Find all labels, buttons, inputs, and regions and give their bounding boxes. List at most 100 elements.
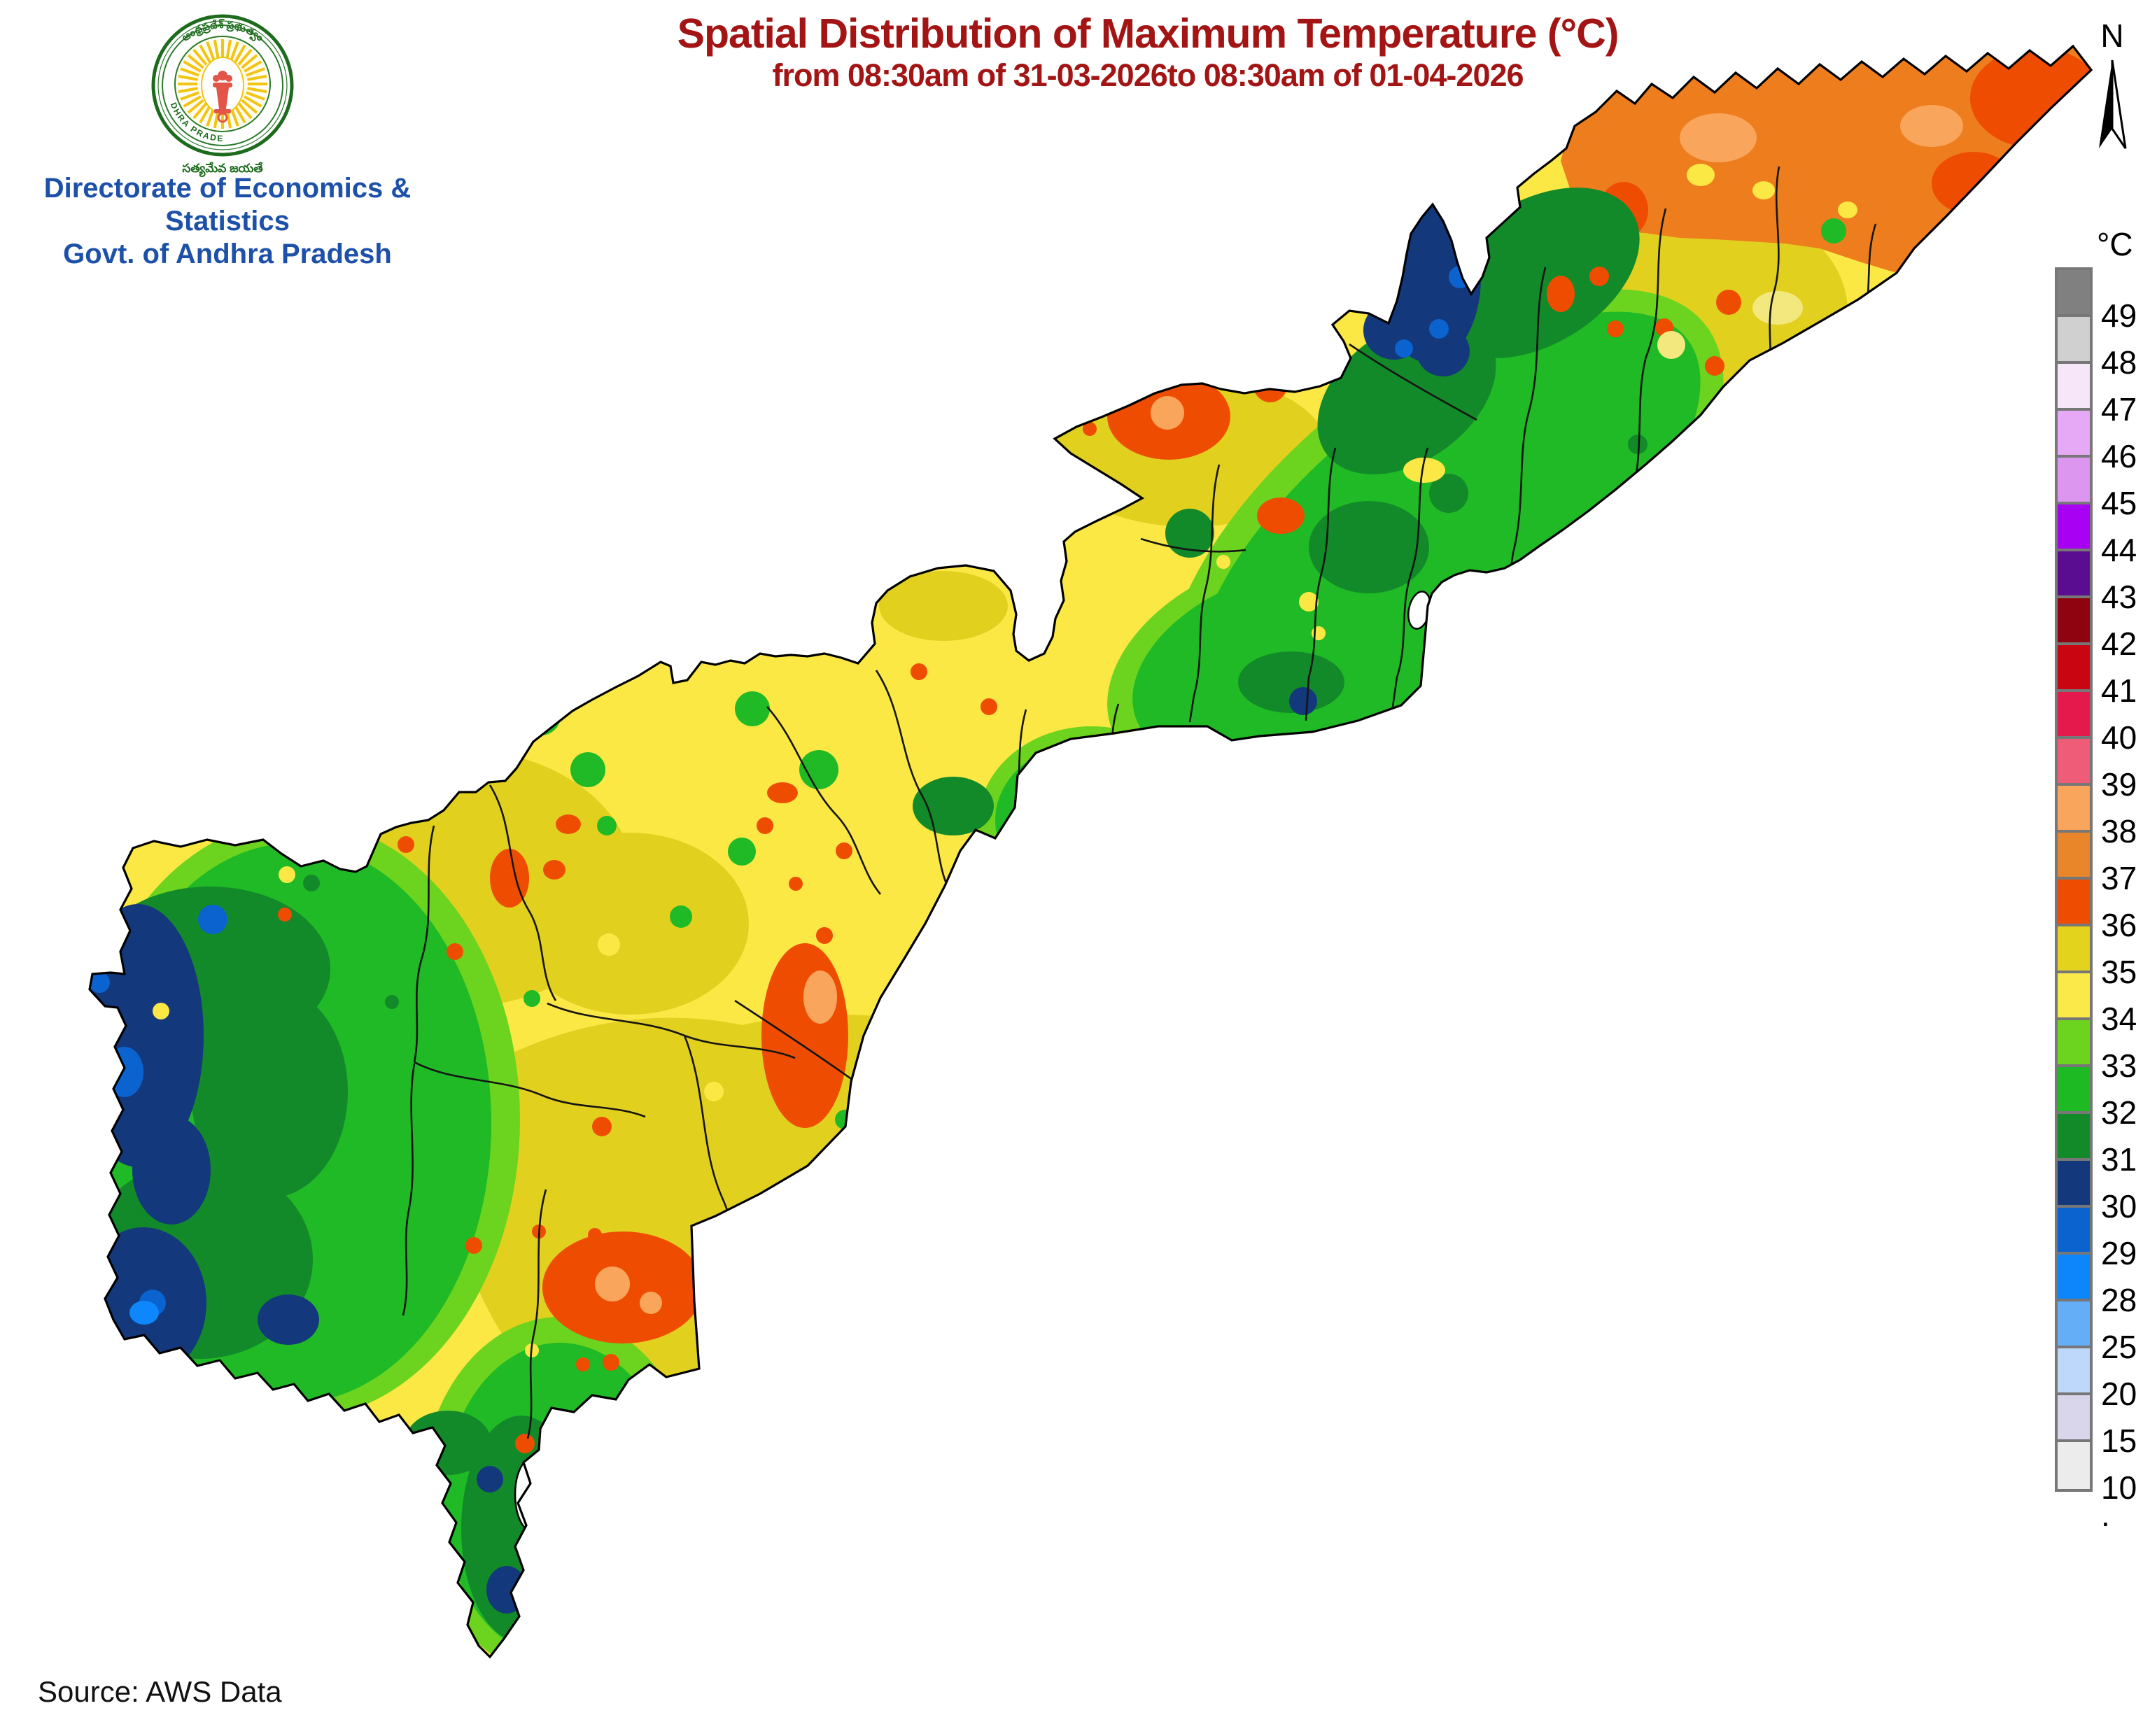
legend-label: 39 [2101,766,2137,803]
legend-swatch [2055,971,2093,1023]
organization-block: Directorate of Economics & Statistics Go… [0,172,455,271]
legend-swatch [2055,1392,2093,1445]
legend-item: 47 [2055,361,2137,428]
legend-label: 30 [2101,1188,2137,1225]
legend-item: 20 [2055,1346,2137,1412]
legend-label: 41 [2101,672,2137,709]
legend-item: 37 [2055,830,2137,896]
legend-unit: °C [2097,226,2133,262]
legend-label: 32 [2101,1094,2137,1131]
legend-swatch [2055,595,2093,648]
legend-label: 33 [2101,1047,2137,1084]
logo-motto: సత్యమేవ జయతే [182,162,262,177]
legend-item: 38 [2055,783,2137,849]
legend-items: 49 48 47 46 45 44 43 42 41 40 39 38 37 36 35 34 33 32 31 30… [2055,267,2137,1506]
legend-label: 28 [2101,1282,2137,1318]
legend-item: 15 [2055,1392,2137,1459]
legend-item: 32 [2055,1064,2137,1131]
legend-item: 46 [2055,408,2137,474]
legend-swatch [2055,1158,2093,1211]
hotspot-cores-38 [595,396,1184,1314]
legend-label: 43 [2101,579,2137,615]
legend-item: 40 [2055,689,2137,756]
legend-swatch [2055,689,2093,742]
legend-item: 35 [2055,924,2137,990]
legend-swatch [2055,783,2093,835]
legend-label: 47 [2101,391,2137,428]
zone-32-33 [97,218,1846,1657]
sunburst-rays [178,39,267,129]
legend-label: 15 [2101,1423,2137,1459]
legend-item: 41 [2055,642,2137,709]
legend-swatch [2055,314,2093,367]
legend-swatch [2055,1299,2093,1351]
legend-item: 42 [2055,595,2137,662]
legend-label: 46 [2101,438,2137,474]
source-note: Source: AWS Data [38,1675,282,1708]
legend-item: 10 [2055,1439,2137,1506]
legend-label: 31 [2101,1141,2137,1178]
legend-label: 49 [2101,297,2137,334]
legend-item: 49 [2055,267,2137,334]
legend-label: 34 [2101,1001,2137,1037]
page-title: Spatial Distribution of Maximum Temperat… [677,10,1619,57]
legend-swatch [2055,361,2093,414]
temperature-legend: °C 49 48 47 46 45 44 43 42 41 40 39 38 37 36 35 34 33 32 3… [2055,225,2137,1534]
legend-swatch [2055,1205,2093,1257]
legend-label: 35 [2101,954,2137,990]
legend-item: 29 [2055,1205,2137,1271]
legend-label: 44 [2101,532,2137,568]
lion-capital-icon [213,71,232,123]
legend-item: 43 [2055,549,2137,615]
north-arrow-icon [2099,59,2127,149]
legend-item: 48 [2055,314,2137,381]
legend-item: 39 [2055,736,2137,803]
legend-item: 25 [2055,1299,2137,1365]
legend-swatch [2055,736,2093,789]
legend-swatch [2055,502,2093,554]
legend-swatch [2055,830,2093,882]
legend-swatch [2055,455,2093,507]
legend-label: 20 [2101,1376,2137,1412]
legend-swatch [2055,1017,2093,1070]
page-subtitle: from 08:30am of 31-03-2026to 08:30am of … [772,57,1524,93]
legend-item: 34 [2055,971,2137,1037]
legend-swatch [2055,1111,2093,1164]
legend-item: 45 [2055,455,2137,521]
legend-swatch [2055,1064,2093,1117]
legend-item: 33 [2055,1017,2137,1084]
legend-label: 38 [2101,813,2137,849]
legend-swatch [2055,924,2093,976]
zone-28-29 [129,1301,159,1325]
legend-item: 31 [2055,1111,2137,1178]
legend-item: 36 [2055,877,2137,943]
legend-swatch [2055,1439,2093,1492]
temperature-surface [90,46,2091,1657]
ap-govt-emblem: ఆంధ్రప్రదేశ్ ప్రభుత్వం ANDHRA PRADESH సత… [147,7,294,177]
legend-label: 25 [2101,1329,2137,1365]
legend-label: 10 [2101,1469,2137,1506]
legend-label: 48 [2101,344,2137,381]
legend-label: 42 [2101,626,2137,662]
legend-label: 29 [2101,1235,2137,1271]
north-label: N [2100,17,2124,54]
legend-label: 45 [2101,485,2137,521]
legend-swatch [2055,267,2093,320]
north-indicator: N [2084,17,2140,154]
legend-swatch [2055,408,2093,460]
zone-orange-arm [1561,46,2091,273]
legend-item: 28 [2055,1252,2137,1318]
org-line1: Directorate of Economics & Statistics [43,173,412,237]
legend-label: 36 [2101,907,2137,943]
legend-item: 30 [2055,1158,2137,1225]
legend-swatch [2055,1252,2093,1304]
legend-swatch [2055,642,2093,695]
legend-label: 40 [2101,719,2137,756]
legend-swatch [2055,549,2093,601]
legend-trailing-mark: . [2101,1497,2110,1533]
legend-label: 37 [2101,860,2137,896]
legend-item: 44 [2055,502,2137,568]
legend-swatch [2055,1346,2093,1398]
